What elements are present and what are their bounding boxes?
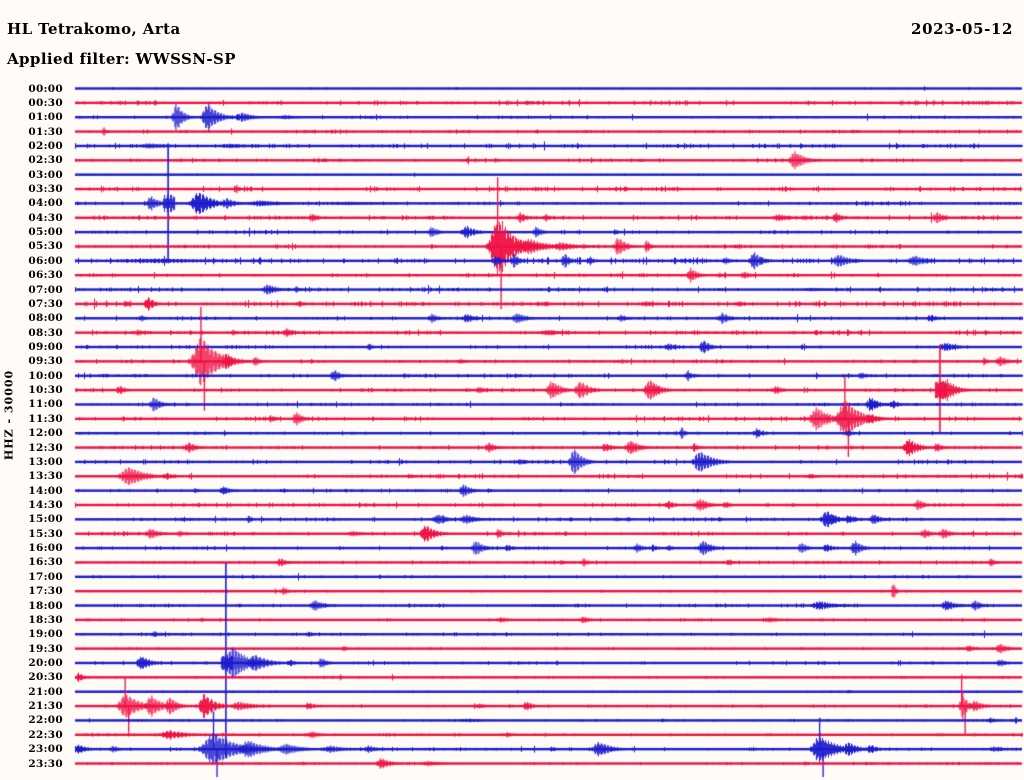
time-label: 22:30 (28, 728, 63, 741)
time-label: 09:30 (28, 355, 63, 368)
time-label: 20:30 (28, 671, 63, 684)
time-label: 09:00 (28, 341, 63, 354)
time-label: 00:00 (28, 82, 63, 95)
applied-filter-label: Applied filter: WWSSN-SP (7, 50, 236, 68)
time-label: 11:30 (28, 412, 63, 425)
time-label: 16:00 (28, 542, 63, 555)
time-label: 08:30 (28, 326, 63, 339)
time-label: 20:00 (28, 656, 63, 669)
time-label: 08:00 (28, 312, 63, 325)
time-label: 21:30 (28, 700, 63, 713)
time-label: 06:00 (28, 254, 63, 267)
time-label: 15:30 (28, 527, 63, 540)
time-label: 17:00 (28, 570, 63, 583)
time-label: 14:30 (28, 498, 63, 511)
time-label: 14:00 (28, 484, 63, 497)
time-label: 16:30 (28, 556, 63, 569)
time-label: 18:00 (28, 599, 63, 612)
time-label: 11:00 (28, 398, 63, 411)
time-label: 19:00 (28, 628, 63, 641)
time-label: 01:00 (28, 111, 63, 124)
time-label: 12:30 (28, 441, 63, 454)
time-label: 18:30 (28, 613, 63, 626)
time-label: 06:30 (28, 269, 63, 282)
time-label: 23:00 (28, 743, 63, 756)
time-label: 10:30 (28, 384, 63, 397)
time-label: 05:30 (28, 240, 63, 253)
time-label: 23:30 (28, 757, 63, 770)
time-label: 13:00 (28, 455, 63, 468)
time-label: 07:30 (28, 297, 63, 310)
time-label: 05:00 (28, 226, 63, 239)
time-label: 04:00 (28, 197, 63, 210)
station-title: HL Tetrakomo, Arta (7, 20, 181, 38)
time-label: 02:30 (28, 154, 63, 167)
time-label: 19:30 (28, 642, 63, 655)
record-date: 2023-05-12 (911, 20, 1013, 38)
time-label: 10:00 (28, 369, 63, 382)
time-label: 00:30 (28, 96, 63, 109)
time-label: 15:00 (28, 513, 63, 526)
time-label: 22:00 (28, 714, 63, 727)
time-label: 01:30 (28, 125, 63, 138)
time-label: 17:30 (28, 585, 63, 598)
channel-gain-axis-label: HHZ - 30000 (2, 369, 16, 461)
time-label: 07:00 (28, 283, 63, 296)
time-label: 21:00 (28, 685, 63, 698)
time-label: 02:00 (28, 139, 63, 152)
time-label: 03:30 (28, 183, 63, 196)
time-label: 12:00 (28, 427, 63, 440)
time-label: 04:30 (28, 211, 63, 224)
time-label: 03:00 (28, 168, 63, 181)
time-label: 13:30 (28, 470, 63, 483)
